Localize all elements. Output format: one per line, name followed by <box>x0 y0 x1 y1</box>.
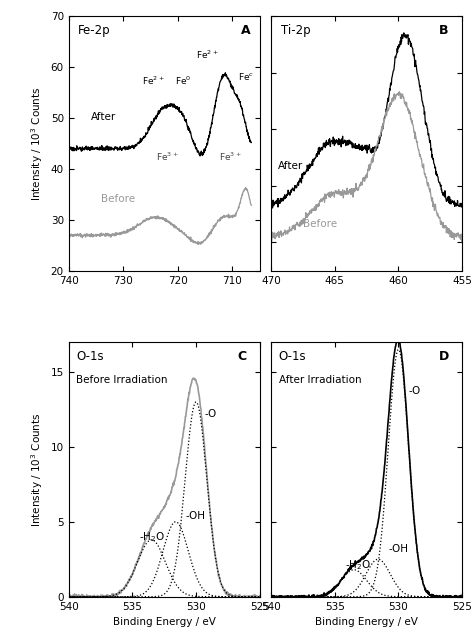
Text: After: After <box>91 113 116 122</box>
Text: O-1s: O-1s <box>279 350 306 363</box>
Text: After Irradiation: After Irradiation <box>279 375 362 385</box>
Text: Before Irradiation: Before Irradiation <box>76 375 168 385</box>
Text: Fe$^{2+}$: Fe$^{2+}$ <box>142 75 164 87</box>
Text: Fe$^{3+}$: Fe$^{3+}$ <box>156 151 179 163</box>
Text: -O: -O <box>409 386 421 397</box>
Text: -O: -O <box>205 409 217 419</box>
Y-axis label: Intensity / 10$^3$ Counts: Intensity / 10$^3$ Counts <box>29 86 45 201</box>
Text: -OH: -OH <box>388 544 408 554</box>
Y-axis label: Intensity / 10$^3$ Counts: Intensity / 10$^3$ Counts <box>29 412 45 527</box>
Text: O-1s: O-1s <box>76 350 104 363</box>
Text: B: B <box>439 24 449 37</box>
Text: Before: Before <box>101 194 136 204</box>
X-axis label: Binding Energy / eV: Binding Energy / eV <box>315 617 418 627</box>
Text: -H$_2$O: -H$_2$O <box>345 558 371 572</box>
Text: Fe$^{2+}$: Fe$^{2+}$ <box>196 49 219 61</box>
Text: Before: Before <box>303 219 337 229</box>
Text: Fe-2p: Fe-2p <box>78 24 111 37</box>
X-axis label: Binding Energy / eV: Binding Energy / eV <box>113 617 216 627</box>
Text: Ti-2p: Ti-2p <box>281 24 310 37</box>
Text: A: A <box>240 24 250 37</box>
Text: After: After <box>278 161 303 171</box>
Text: -OH: -OH <box>186 511 206 521</box>
Text: Fe$^{c}$: Fe$^{c}$ <box>238 71 254 82</box>
Text: D: D <box>438 350 449 363</box>
Text: -H$_2$O: -H$_2$O <box>139 530 165 543</box>
Text: C: C <box>237 350 246 363</box>
Text: Fe$^{0}$: Fe$^{0}$ <box>175 75 191 87</box>
Text: Fe$^{3+}$: Fe$^{3+}$ <box>219 151 241 163</box>
